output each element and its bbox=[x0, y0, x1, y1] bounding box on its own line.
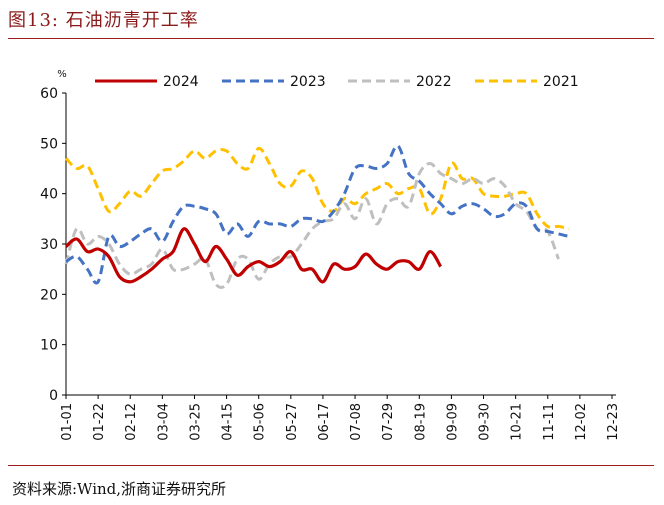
x-tick-label: 09-09 bbox=[445, 403, 460, 441]
legend-label-2021: 2021 bbox=[543, 74, 579, 90]
x-tick-label: 07-08 bbox=[349, 403, 364, 441]
source-note: 资料来源:Wind,浙商证券研究所 bbox=[12, 480, 227, 498]
legend-label-2024: 2024 bbox=[163, 74, 199, 90]
y-tick-label: 50 bbox=[40, 136, 58, 152]
y-tick-label: 60 bbox=[40, 86, 58, 102]
figure-title: 图13: 石油沥青开工率 bbox=[8, 10, 199, 31]
series-line-2024 bbox=[64, 227, 443, 284]
x-tick-label: 02-12 bbox=[124, 403, 139, 441]
y-unit-label: % bbox=[57, 69, 67, 80]
x-tick-label: 03-25 bbox=[188, 403, 203, 441]
x-tick-label: 08-19 bbox=[413, 403, 428, 441]
chart-legend: 2024 2023 2022 2021 bbox=[95, 74, 579, 90]
x-tick-label: 01-01 bbox=[60, 403, 75, 441]
x-tick-label: 05-27 bbox=[285, 403, 300, 441]
source-rule bbox=[8, 465, 654, 466]
series-layer bbox=[64, 144, 570, 289]
x-tick-label: 12-23 bbox=[606, 403, 621, 441]
x-tick-label: 07-29 bbox=[381, 403, 396, 441]
x-tick-label: 12-02 bbox=[574, 403, 589, 441]
x-tick-label: 01-22 bbox=[92, 403, 107, 441]
x-tick-label: 10-21 bbox=[510, 403, 525, 441]
x-tick-label: 11-11 bbox=[542, 403, 557, 441]
title-rule bbox=[8, 38, 654, 39]
x-tick-label: 06-17 bbox=[317, 403, 332, 441]
series-line-2021 bbox=[64, 146, 570, 231]
y-tick-label: 40 bbox=[40, 187, 58, 203]
x-tick-label: 05-06 bbox=[253, 403, 268, 441]
chart-axes: 0 10 20 30 40 50 60% 01-01 01-22 02-12 03-04 03-25 0… bbox=[40, 69, 621, 441]
legend-label-2023: 2023 bbox=[290, 74, 326, 90]
y-tick-label: 20 bbox=[40, 287, 58, 303]
series-line-2023 bbox=[65, 144, 570, 285]
x-tick-label: 04-15 bbox=[221, 403, 236, 441]
y-tick-label: 30 bbox=[40, 237, 58, 253]
legend-label-2022: 2022 bbox=[416, 74, 452, 90]
y-tick-label: 10 bbox=[40, 338, 58, 354]
series-line-2022 bbox=[64, 162, 560, 289]
x-tick-label: 09-30 bbox=[478, 403, 493, 441]
x-tick-label: 03-04 bbox=[156, 403, 171, 441]
y-tick-label: 0 bbox=[49, 388, 58, 404]
